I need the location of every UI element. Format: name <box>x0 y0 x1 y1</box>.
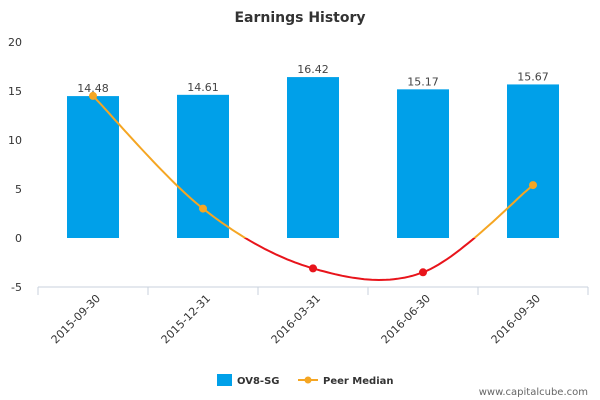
x-tick-label: 2016-06-30 <box>379 292 433 346</box>
y-tick-label: 5 <box>15 183 22 196</box>
legend: OV8-SG Peer Median <box>217 374 394 387</box>
y-tick-label: 10 <box>8 134 22 147</box>
x-tick-label: 2016-03-31 <box>269 292 323 346</box>
bar-data-label: 16.42 <box>297 63 329 76</box>
y-axis: -5 0 5 10 15 20 <box>8 36 22 294</box>
peer-median-point <box>309 264 317 273</box>
legend-swatch-ov8-sg <box>217 374 232 386</box>
peer-median-point <box>199 204 207 213</box>
peer-median-point <box>89 91 97 100</box>
bar-data-label: 14.48 <box>77 82 109 95</box>
legend-label-peer-median: Peer Median <box>323 376 394 387</box>
watermark: www.capitalcube.com <box>479 387 588 398</box>
bar-series: 14.48 14.61 16.42 15.17 15.67 <box>67 63 559 239</box>
x-tick-label: 2015-09-30 <box>49 292 103 346</box>
y-tick-label: 0 <box>15 232 22 245</box>
bar <box>397 89 449 238</box>
x-tick-label: 2016-09-30 <box>489 292 543 346</box>
x-axis: 2015-09-30 2015-12-31 2016-03-31 2016-06-30… <box>37 286 589 346</box>
bar-data-label: 14.61 <box>187 81 219 94</box>
y-tick-label: -5 <box>11 281 22 294</box>
bar <box>287 77 339 238</box>
y-tick-label: 15 <box>8 85 22 98</box>
y-tick-label: 20 <box>8 36 22 49</box>
peer-median-point <box>529 181 537 190</box>
peer-median-series <box>89 91 537 282</box>
bar-data-label: 15.67 <box>517 70 549 83</box>
peer-median-line-positive <box>92 95 534 238</box>
bar <box>67 96 119 238</box>
legend-swatch-peer-median-marker <box>304 376 312 384</box>
chart-title: Earnings History <box>234 10 365 26</box>
bar <box>177 94 229 239</box>
bar <box>507 84 559 239</box>
x-tick-label: 2015-12-31 <box>159 292 213 346</box>
peer-median-point <box>419 268 427 277</box>
bar-data-label: 15.17 <box>407 75 439 88</box>
legend-label-ov8-sg: OV8-SG <box>237 376 280 387</box>
